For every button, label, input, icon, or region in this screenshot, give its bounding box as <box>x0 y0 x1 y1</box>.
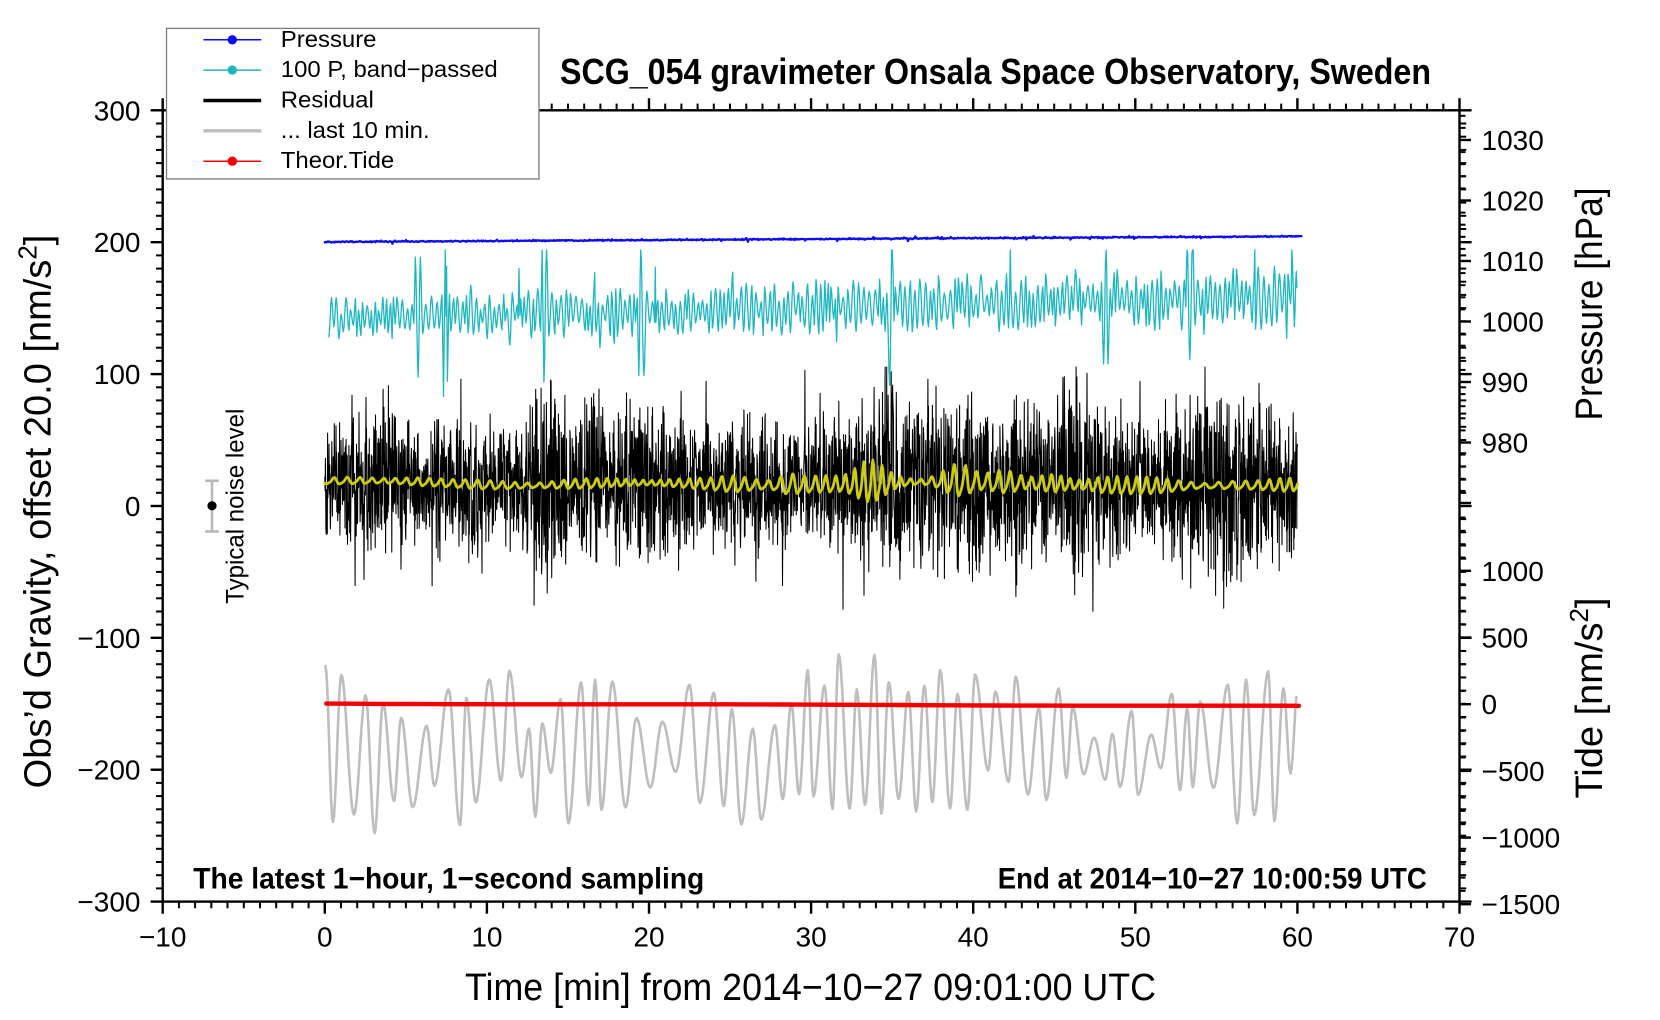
svg-text:−200: −200 <box>77 755 140 786</box>
svg-text:Pressure [hPa]: Pressure [hPa] <box>1569 188 1611 421</box>
svg-text:1010: 1010 <box>1482 246 1544 277</box>
svg-text:100 P, band−passed: 100 P, band−passed <box>281 56 498 82</box>
svg-text:100: 100 <box>94 359 141 390</box>
svg-text:200: 200 <box>94 227 141 258</box>
svg-text:70: 70 <box>1444 922 1475 953</box>
svg-text:50: 50 <box>1120 922 1151 953</box>
svg-text:0: 0 <box>1482 689 1498 720</box>
svg-text:1000: 1000 <box>1482 307 1544 338</box>
svg-text:40: 40 <box>958 922 989 953</box>
svg-text:Pressure: Pressure <box>281 26 377 52</box>
svg-text:Typical noise level: Typical noise level <box>222 409 250 604</box>
svg-text:End at 2014−10−27 10:00:59 UTC: End at 2014−10−27 10:00:59 UTC <box>998 863 1427 896</box>
svg-text:0: 0 <box>125 491 141 522</box>
svg-text:300: 300 <box>94 95 141 126</box>
svg-text:SCG_054 gravimeter Onsala Spac: SCG_054 gravimeter Onsala Space Observat… <box>560 51 1431 92</box>
svg-text:Theor.Tide: Theor.Tide <box>281 147 394 173</box>
svg-text:10: 10 <box>471 922 502 953</box>
svg-text:60: 60 <box>1282 922 1313 953</box>
svg-text:... last 10 min.: ... last 10 min. <box>281 117 430 143</box>
svg-text:0: 0 <box>317 922 333 953</box>
svg-text:Obs’d Gravity, offset 20.0 [nm: Obs’d Gravity, offset 20.0 [nm/s2] <box>13 235 60 789</box>
svg-text:The latest 1−hour, 1−second sa: The latest 1−hour, 1−second sampling <box>193 863 704 896</box>
svg-text:Residual: Residual <box>281 87 374 113</box>
svg-text:20: 20 <box>633 922 664 953</box>
svg-text:1020: 1020 <box>1482 186 1544 217</box>
svg-text:−1000: −1000 <box>1482 823 1561 854</box>
svg-text:1030: 1030 <box>1482 125 1544 156</box>
svg-text:Tide [nm/s2]: Tide [nm/s2] <box>1564 597 1611 798</box>
svg-text:−100: −100 <box>77 623 140 654</box>
svg-text:Time [min] from 2014−10−27 09:: Time [min] from 2014−10−27 09:01:00 UTC <box>465 967 1156 1009</box>
svg-text:−300: −300 <box>77 887 140 918</box>
svg-text:−10: −10 <box>139 922 187 953</box>
svg-text:−500: −500 <box>1482 756 1545 787</box>
svg-text:−1500: −1500 <box>1482 889 1561 920</box>
svg-text:980: 980 <box>1482 428 1529 459</box>
svg-text:990: 990 <box>1482 367 1529 398</box>
svg-text:30: 30 <box>796 922 827 953</box>
svg-text:500: 500 <box>1482 623 1529 654</box>
svg-text:1000: 1000 <box>1482 556 1544 587</box>
